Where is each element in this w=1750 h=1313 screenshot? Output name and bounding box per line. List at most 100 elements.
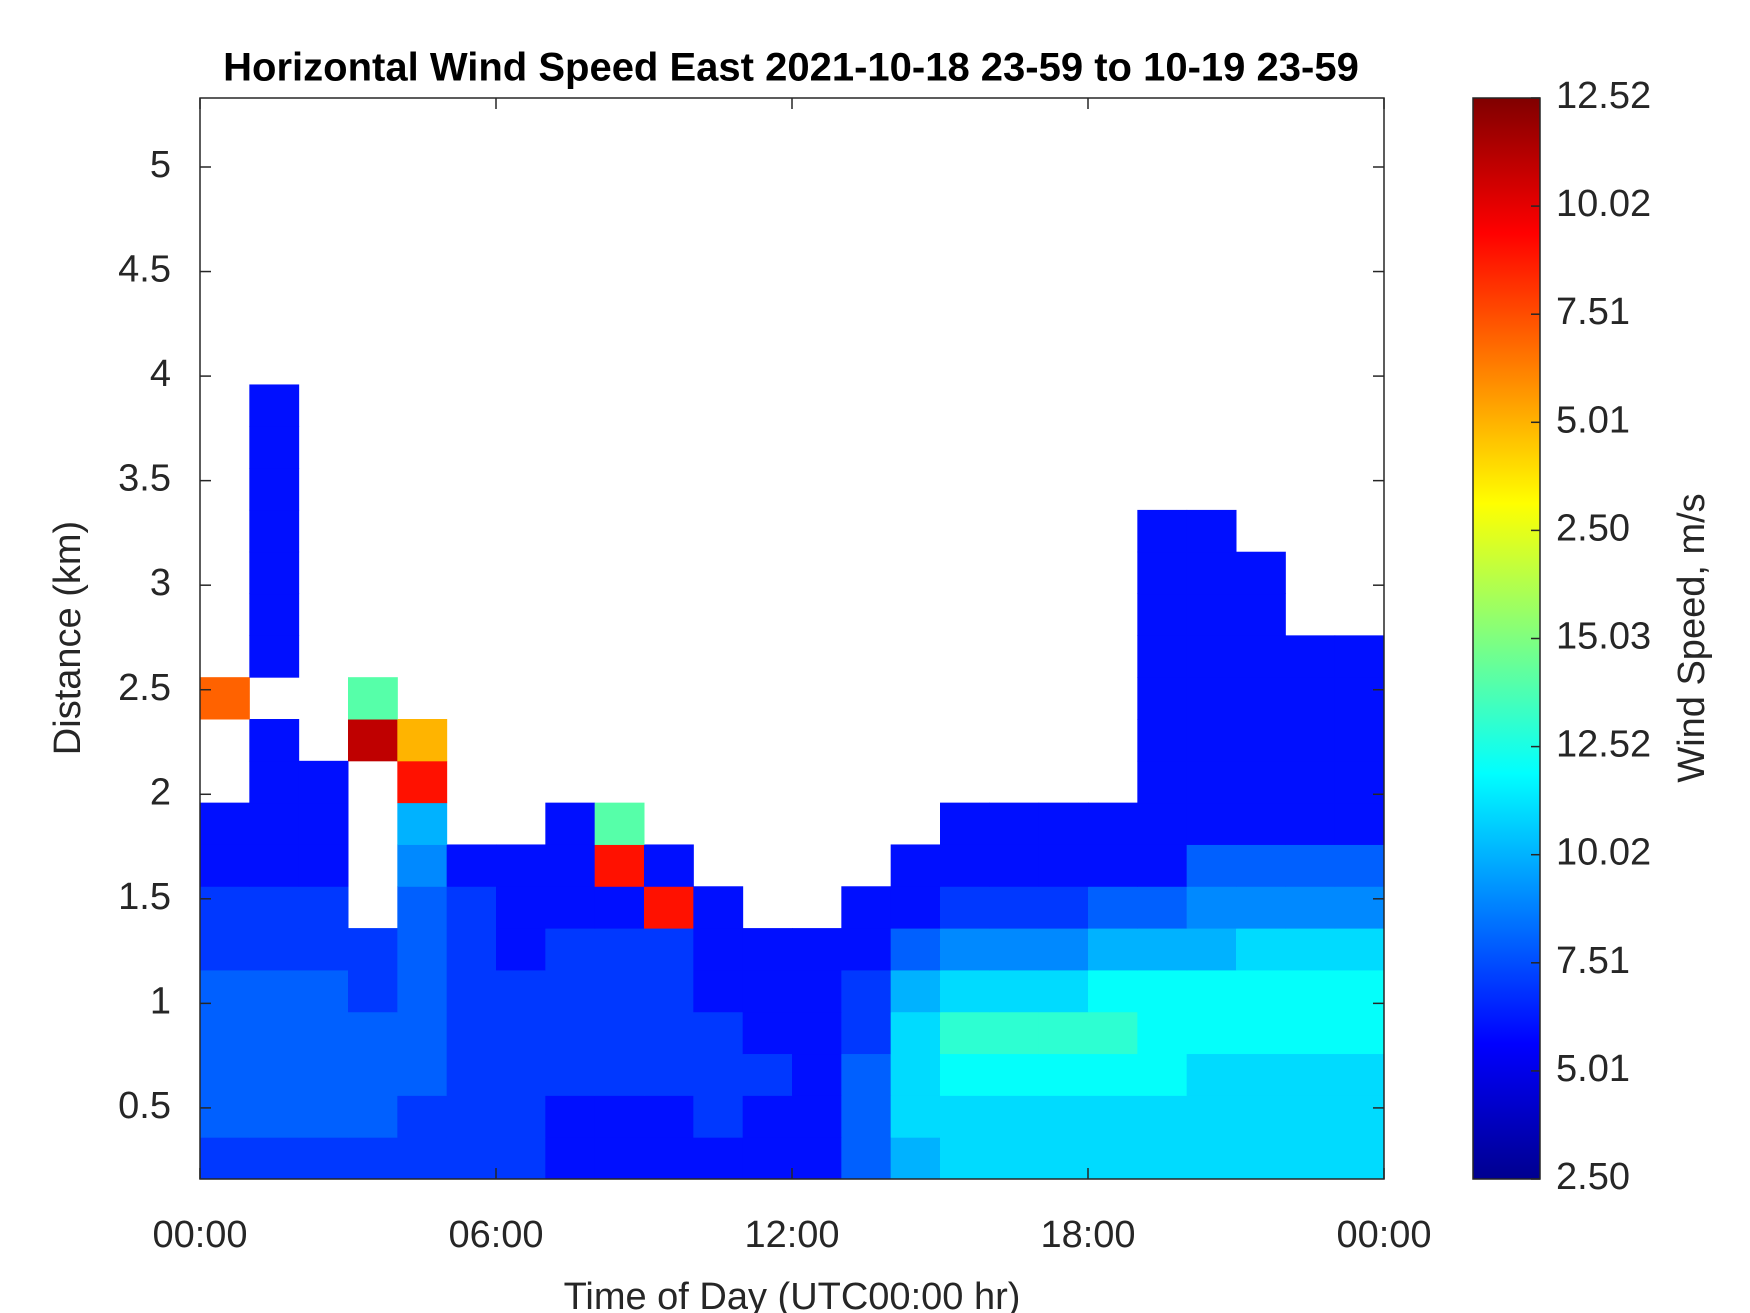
heat-cell <box>545 928 596 971</box>
heat-cell <box>545 1053 596 1096</box>
heat-cell <box>1137 928 1188 971</box>
heat-cell <box>989 969 1040 1013</box>
heat-cell <box>1038 844 1089 887</box>
y-tick-label: 5 <box>150 144 171 186</box>
heat-cell <box>940 928 990 971</box>
heat-cell <box>1038 1053 1089 1096</box>
heat-cell <box>1285 886 1336 929</box>
x-tick-label: 00:00 <box>1336 1214 1431 1256</box>
colorbar-tick-label: 7.51 <box>1556 291 1630 333</box>
heat-cell <box>1236 928 1286 971</box>
heat-cell <box>298 1053 349 1096</box>
heat-cell <box>890 928 941 971</box>
heat-cell <box>545 1095 596 1138</box>
heat-cell <box>397 928 448 971</box>
heat-cell <box>1236 844 1286 887</box>
heat-cell <box>742 1095 793 1138</box>
heat-cell <box>545 969 596 1013</box>
heat-cell <box>1285 844 1336 887</box>
heat-cell <box>249 635 300 678</box>
heat-cell <box>594 969 645 1013</box>
heat-cell <box>1038 1095 1089 1138</box>
heat-cell <box>496 844 546 887</box>
heat-cell <box>249 844 300 887</box>
heat-cell <box>594 802 645 845</box>
heat-cell <box>1137 844 1188 887</box>
heat-cell <box>1285 928 1336 971</box>
heat-cell <box>693 969 744 1013</box>
heat-cell <box>1186 760 1237 804</box>
heat-cell <box>446 844 497 887</box>
colorbar-tick-label: 5.01 <box>1556 399 1630 441</box>
heat-cell <box>1186 593 1237 636</box>
heat-cell <box>1186 677 1237 720</box>
heat-cell <box>397 886 448 929</box>
heat-cell <box>1334 969 1385 1013</box>
heat-cell <box>545 1011 596 1055</box>
y-tick-label: 4.5 <box>118 249 171 291</box>
heat-cell <box>594 886 645 929</box>
heat-cell <box>989 886 1040 929</box>
heat-cell <box>1088 1095 1138 1138</box>
heat-cell <box>249 1053 300 1096</box>
heat-cell <box>693 1095 744 1138</box>
colorbar <box>1472 97 1541 1180</box>
heat-cell <box>693 1137 744 1180</box>
heat-cell <box>940 1137 990 1180</box>
heat-cell <box>1137 593 1188 636</box>
heat-cell <box>249 1011 300 1055</box>
heat-cell <box>1334 719 1385 762</box>
x-tick-label: 00:00 <box>152 1214 247 1256</box>
chart-title: Horizontal Wind Speed East 2021-10-18 23… <box>223 46 1359 90</box>
heat-cell <box>989 1137 1040 1180</box>
heat-cell <box>1038 1011 1089 1055</box>
heat-cell <box>1285 635 1336 678</box>
heat-cell <box>742 928 793 971</box>
heat-cell <box>989 1011 1040 1055</box>
heat-cell <box>1236 1137 1286 1180</box>
heat-cell <box>1285 1137 1336 1180</box>
heat-cell <box>1088 969 1138 1013</box>
heat-cell <box>1137 551 1188 595</box>
heat-cell <box>841 1095 892 1138</box>
heat-cell <box>1236 760 1286 804</box>
heat-cell <box>792 1095 842 1138</box>
heat-cell <box>397 760 448 804</box>
heat-cell <box>1285 760 1336 804</box>
heat-cell <box>1186 802 1237 845</box>
heat-cell <box>1186 551 1237 595</box>
heat-cell <box>1137 760 1188 804</box>
heat-cell <box>249 551 300 595</box>
heat-cell <box>1285 1053 1336 1096</box>
heat-cell <box>298 928 349 971</box>
heat-cell <box>841 1053 892 1096</box>
heat-cell <box>1334 802 1385 845</box>
heat-cell <box>1334 760 1385 804</box>
heat-cell <box>989 928 1040 971</box>
heat-cell <box>1088 1053 1138 1096</box>
heat-cell <box>940 886 990 929</box>
heat-cell <box>298 1137 349 1180</box>
heat-cell <box>890 969 941 1013</box>
colorbar-tick-label: 15.03 <box>1556 616 1651 658</box>
colorbar-tick-label: 10.02 <box>1556 183 1651 225</box>
heat-cell <box>348 719 398 762</box>
y-tick-label: 3 <box>150 562 171 604</box>
heat-cell <box>1334 677 1385 720</box>
heat-cell <box>644 1011 694 1055</box>
colorbar-tick-label: 5.01 <box>1556 1048 1630 1090</box>
heat-cell <box>792 969 842 1013</box>
x-tick-label: 18:00 <box>1040 1214 1135 1256</box>
y-tick-label: 4 <box>150 353 171 395</box>
heat-cell <box>1285 969 1336 1013</box>
heat-cell <box>693 1011 744 1055</box>
heat-cell <box>298 1095 349 1138</box>
heat-cell <box>1334 886 1385 929</box>
heat-cell <box>348 1011 398 1055</box>
heat-cell <box>200 886 250 929</box>
heat-cell <box>298 802 349 845</box>
heat-cell <box>940 1095 990 1138</box>
heat-cell <box>200 1095 250 1138</box>
